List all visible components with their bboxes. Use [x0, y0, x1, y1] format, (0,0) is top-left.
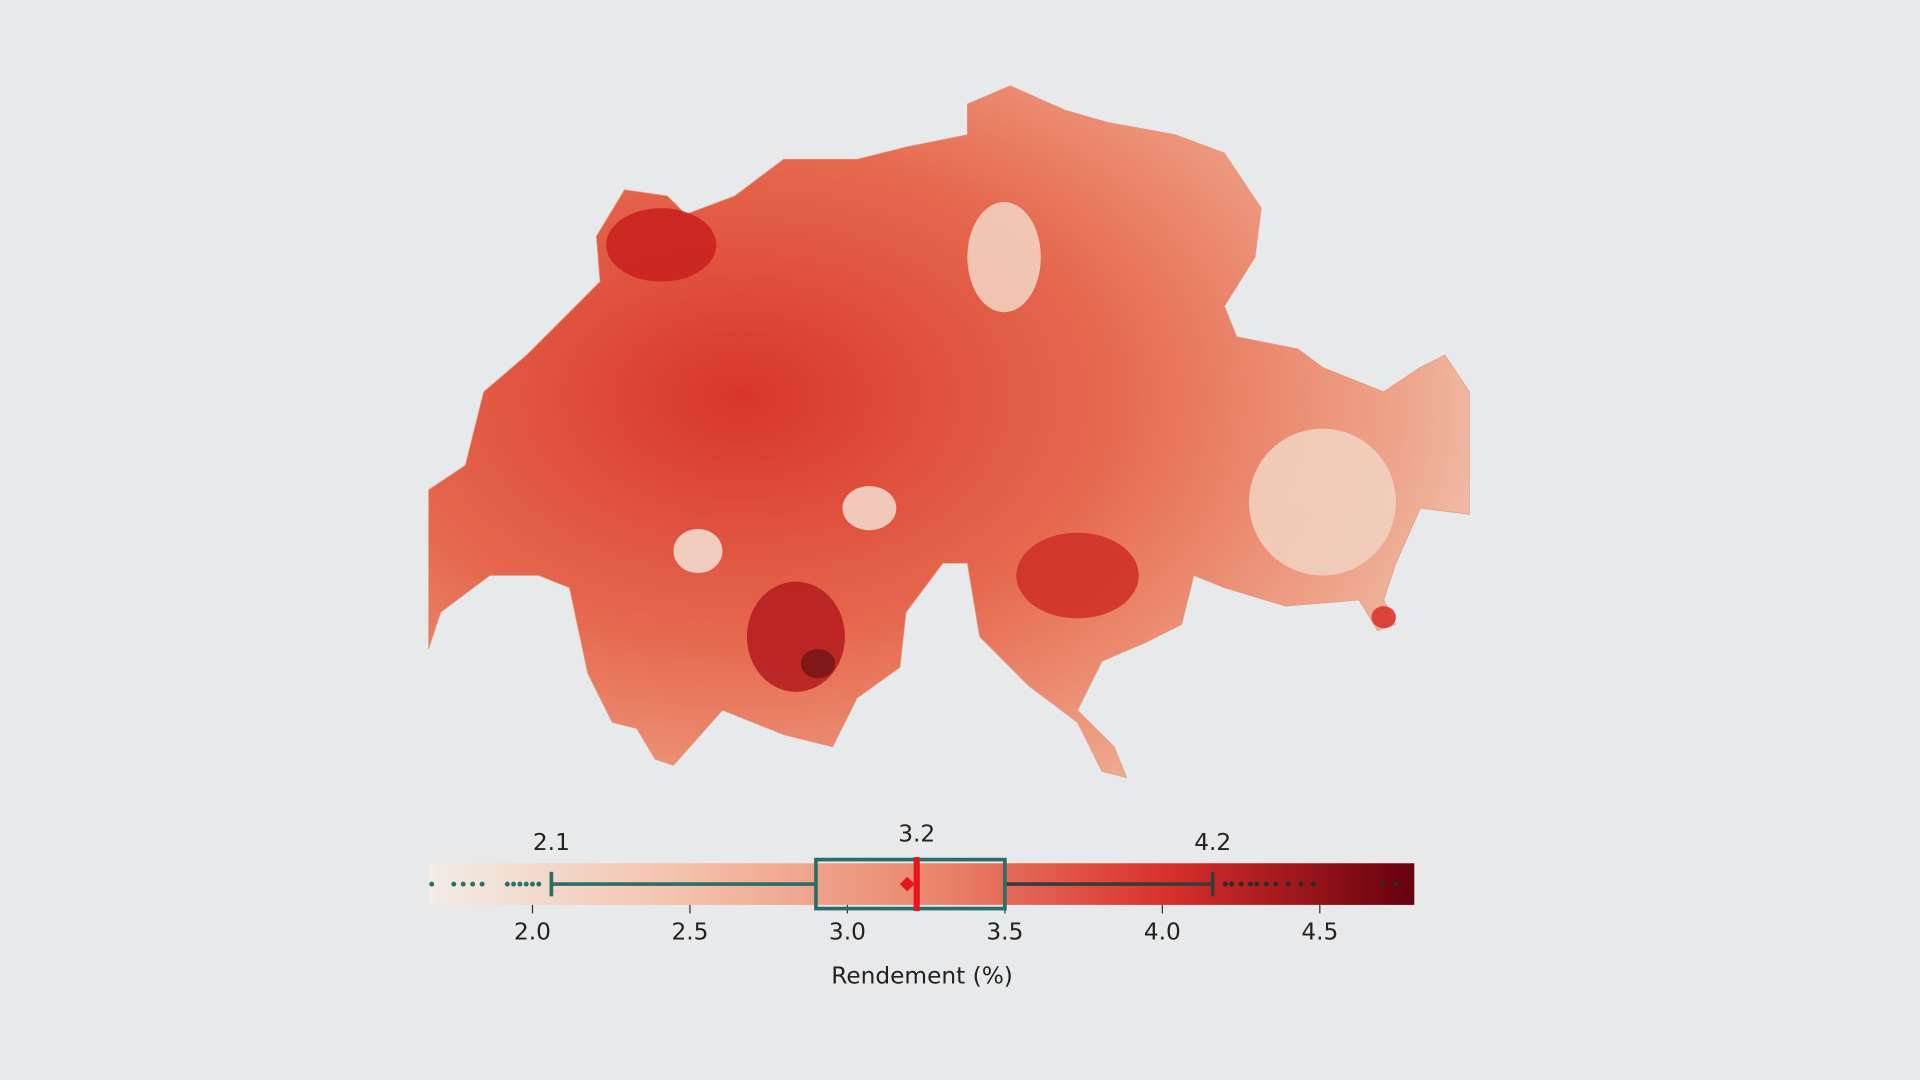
outlier: [479, 881, 485, 887]
annotation: 3.2: [898, 821, 935, 848]
outlier: [523, 881, 529, 887]
outlier: [1248, 881, 1253, 887]
outlier: [511, 881, 517, 887]
mean-marker: [899, 876, 915, 892]
x-tick-label: 2.0: [514, 919, 551, 946]
outlier: [504, 881, 510, 887]
outlier: [1263, 881, 1269, 887]
map-patches: [606, 202, 1396, 692]
x-axis-label: Rendement (%): [831, 963, 1013, 990]
box: [814, 857, 1007, 911]
outlier: [536, 881, 542, 887]
outlier: [451, 881, 457, 887]
x-tick-label: 3.5: [986, 919, 1023, 946]
outlier: [429, 881, 435, 887]
outlier: [470, 881, 476, 887]
x-tick-label: 4.0: [1144, 919, 1181, 946]
outlier: [517, 881, 523, 887]
x-tick-label: 2.5: [671, 919, 708, 946]
outlier: [1222, 881, 1228, 887]
outlier: [1254, 881, 1260, 887]
annotation: 2.1: [533, 829, 570, 856]
outlier: [1298, 881, 1304, 887]
x-tick-label: 3.0: [829, 919, 866, 946]
outlier: [1380, 881, 1386, 887]
outlier: [460, 881, 466, 887]
outlier: [1238, 881, 1244, 887]
outlier: [1285, 881, 1291, 887]
outlier: [1392, 881, 1398, 887]
outlier: [1229, 881, 1235, 887]
x-tick-label: 4.5: [1301, 919, 1338, 946]
outlier: [1311, 881, 1316, 887]
outlier: [530, 881, 535, 887]
outlier: [1273, 881, 1279, 887]
annotation: 4.2: [1194, 829, 1231, 856]
